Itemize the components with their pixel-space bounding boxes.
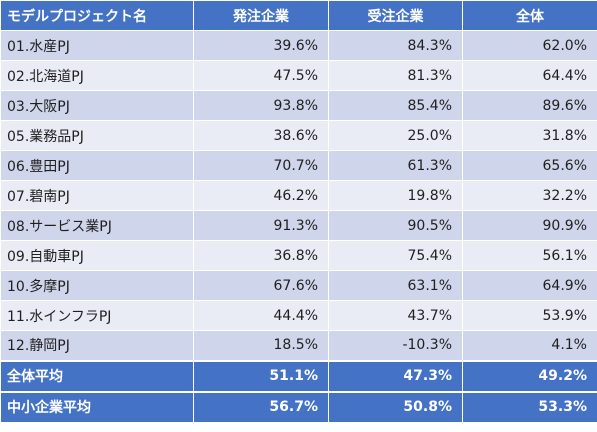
order-company-cell: 36.8%	[193, 240, 329, 271]
table-row: 01.水産PJ 39.6% 84.3% 62.0%	[0, 30, 597, 61]
total-cell: 31.8%	[462, 120, 597, 151]
total-cell: 32.2%	[462, 180, 597, 211]
project-name-cell: 02.北海道PJ	[0, 60, 194, 91]
table-row: 03.大阪PJ 93.8% 85.4% 89.6%	[0, 90, 597, 121]
summary-order-company-cell: 56.7%	[193, 390, 329, 423]
receive-company-cell: 25.0%	[328, 120, 463, 151]
total-cell: 64.9%	[462, 270, 597, 301]
project-results-table: モデルプロジェクト名 発注企業 受注企業 全体 01.水産PJ 39.6% 84…	[0, 0, 597, 423]
project-name-cell: 10.多摩PJ	[0, 270, 194, 301]
summary-name-cell: 全体平均	[0, 359, 194, 392]
receive-company-cell: 85.4%	[328, 90, 463, 121]
receive-company-cell: 84.3%	[328, 30, 463, 61]
order-company-cell: 70.7%	[193, 150, 329, 181]
order-company-cell: 44.4%	[193, 300, 329, 331]
project-name-cell: 01.水産PJ	[0, 30, 194, 61]
table-row: 12.静岡PJ 18.5% -10.3% 4.1%	[0, 330, 597, 361]
receive-company-cell: 75.4%	[328, 240, 463, 271]
order-company-cell: 47.5%	[193, 60, 329, 91]
receive-company-cell: 90.5%	[328, 210, 463, 241]
project-name-cell: 08.サービス業PJ	[0, 210, 194, 241]
total-cell: 62.0%	[462, 30, 597, 61]
order-company-cell: 93.8%	[193, 90, 329, 121]
total-cell: 90.9%	[462, 210, 597, 241]
total-cell: 53.9%	[462, 300, 597, 331]
header-receive-company: 受注企業	[328, 0, 463, 31]
table-row: 08.サービス業PJ 91.3% 90.5% 90.9%	[0, 210, 597, 241]
summary-row-sme-average: 中小企業平均 56.7% 50.8% 53.3%	[0, 390, 597, 423]
project-name-cell: 09.自動車PJ	[0, 240, 194, 271]
table-row: 05.業務品PJ 38.6% 25.0% 31.8%	[0, 120, 597, 151]
project-name-cell: 05.業務品PJ	[0, 120, 194, 151]
header-order-company: 発注企業	[193, 0, 329, 31]
table-row: 02.北海道PJ 47.5% 81.3% 64.4%	[0, 60, 597, 91]
summary-order-company-cell: 51.1%	[193, 359, 329, 392]
table-row: 06.豊田PJ 70.7% 61.3% 65.6%	[0, 150, 597, 181]
total-cell: 64.4%	[462, 60, 597, 91]
receive-company-cell: 63.1%	[328, 270, 463, 301]
summary-total-cell: 49.2%	[462, 359, 597, 392]
order-company-cell: 67.6%	[193, 270, 329, 301]
project-name-cell: 07.碧南PJ	[0, 180, 194, 211]
total-cell: 65.6%	[462, 150, 597, 181]
receive-company-cell: -10.3%	[328, 330, 463, 361]
receive-company-cell: 61.3%	[328, 150, 463, 181]
order-company-cell: 38.6%	[193, 120, 329, 151]
header-total: 全体	[462, 0, 597, 31]
summary-total-cell: 53.3%	[462, 390, 597, 423]
order-company-cell: 46.2%	[193, 180, 329, 211]
table-row: 09.自動車PJ 36.8% 75.4% 56.1%	[0, 240, 597, 271]
project-name-cell: 11.水インフラPJ	[0, 300, 194, 331]
header-project-name: モデルプロジェクト名	[0, 0, 194, 31]
summary-name-cell: 中小企業平均	[0, 390, 194, 423]
total-cell: 56.1%	[462, 240, 597, 271]
order-company-cell: 91.3%	[193, 210, 329, 241]
total-cell: 4.1%	[462, 330, 597, 361]
header-row: モデルプロジェクト名 発注企業 受注企業 全体	[0, 0, 597, 31]
project-name-cell: 06.豊田PJ	[0, 150, 194, 181]
receive-company-cell: 19.8%	[328, 180, 463, 211]
table-row: 07.碧南PJ 46.2% 19.8% 32.2%	[0, 180, 597, 211]
receive-company-cell: 43.7%	[328, 300, 463, 331]
project-name-cell: 03.大阪PJ	[0, 90, 194, 121]
table-row: 11.水インフラPJ 44.4% 43.7% 53.9%	[0, 300, 597, 331]
order-company-cell: 39.6%	[193, 30, 329, 61]
summary-receive-company-cell: 50.8%	[328, 390, 463, 423]
order-company-cell: 18.5%	[193, 330, 329, 361]
summary-receive-company-cell: 47.3%	[328, 359, 463, 392]
receive-company-cell: 81.3%	[328, 60, 463, 91]
project-name-cell: 12.静岡PJ	[0, 330, 194, 361]
summary-row-overall-average: 全体平均 51.1% 47.3% 49.2%	[0, 359, 597, 392]
total-cell: 89.6%	[462, 90, 597, 121]
table-row: 10.多摩PJ 67.6% 63.1% 64.9%	[0, 270, 597, 301]
